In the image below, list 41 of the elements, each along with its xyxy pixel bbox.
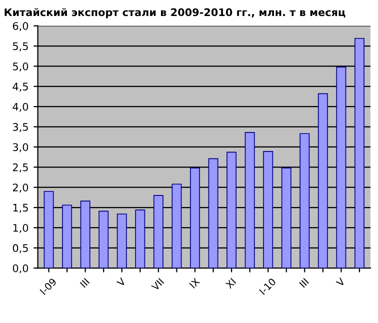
bar (135, 210, 146, 268)
bar (153, 194, 164, 268)
x-tick-label: V (116, 277, 126, 287)
bar (354, 38, 364, 268)
y-tick-label: 0,5 (12, 244, 28, 254)
x-tick-label: V (336, 277, 346, 287)
x-tick-label: IX (189, 278, 200, 288)
y-tick-label: 0,0 (12, 264, 28, 274)
x-tick-label: III (80, 278, 90, 288)
y-tick-label: 3,0 (13, 143, 28, 152)
x-tick-label: III (299, 278, 309, 288)
y-tick-label: 4,5 (12, 82, 28, 92)
bar (226, 152, 237, 268)
bar (80, 200, 90, 268)
chart-title: Китайский экспорт стали в 2009-2010 гг., млн. т в месяц (4, 8, 346, 18)
bar (44, 190, 54, 268)
y-tick-label: 2,5 (12, 163, 28, 172)
y-tick-label: 2,0 (12, 184, 28, 193)
bar (281, 168, 292, 268)
bar (318, 93, 328, 268)
x-tick-label: VII (150, 278, 164, 292)
x-tick-label: I-09 (40, 278, 57, 296)
bar (300, 133, 310, 268)
bar (263, 150, 274, 268)
y-tick-label: 1,5 (13, 204, 28, 213)
x-tick-label: I-10 (258, 278, 276, 296)
bar (98, 210, 109, 268)
bar (244, 132, 255, 268)
bar (336, 66, 346, 268)
bar (190, 168, 200, 268)
x-tick-label: XI (225, 278, 236, 289)
y-tick-label: 5,0 (13, 62, 28, 72)
bar (62, 204, 72, 268)
y-tick-label: 5,5 (13, 42, 28, 52)
bar (208, 158, 218, 268)
y-tick-label: 3,5 (13, 123, 28, 132)
y-tick-label: 1,0 (13, 224, 28, 233)
bar (116, 214, 127, 268)
y-tick-label: 4,0 (12, 102, 28, 112)
bar (172, 184, 182, 268)
y-tick-label: 6,0 (12, 22, 28, 32)
